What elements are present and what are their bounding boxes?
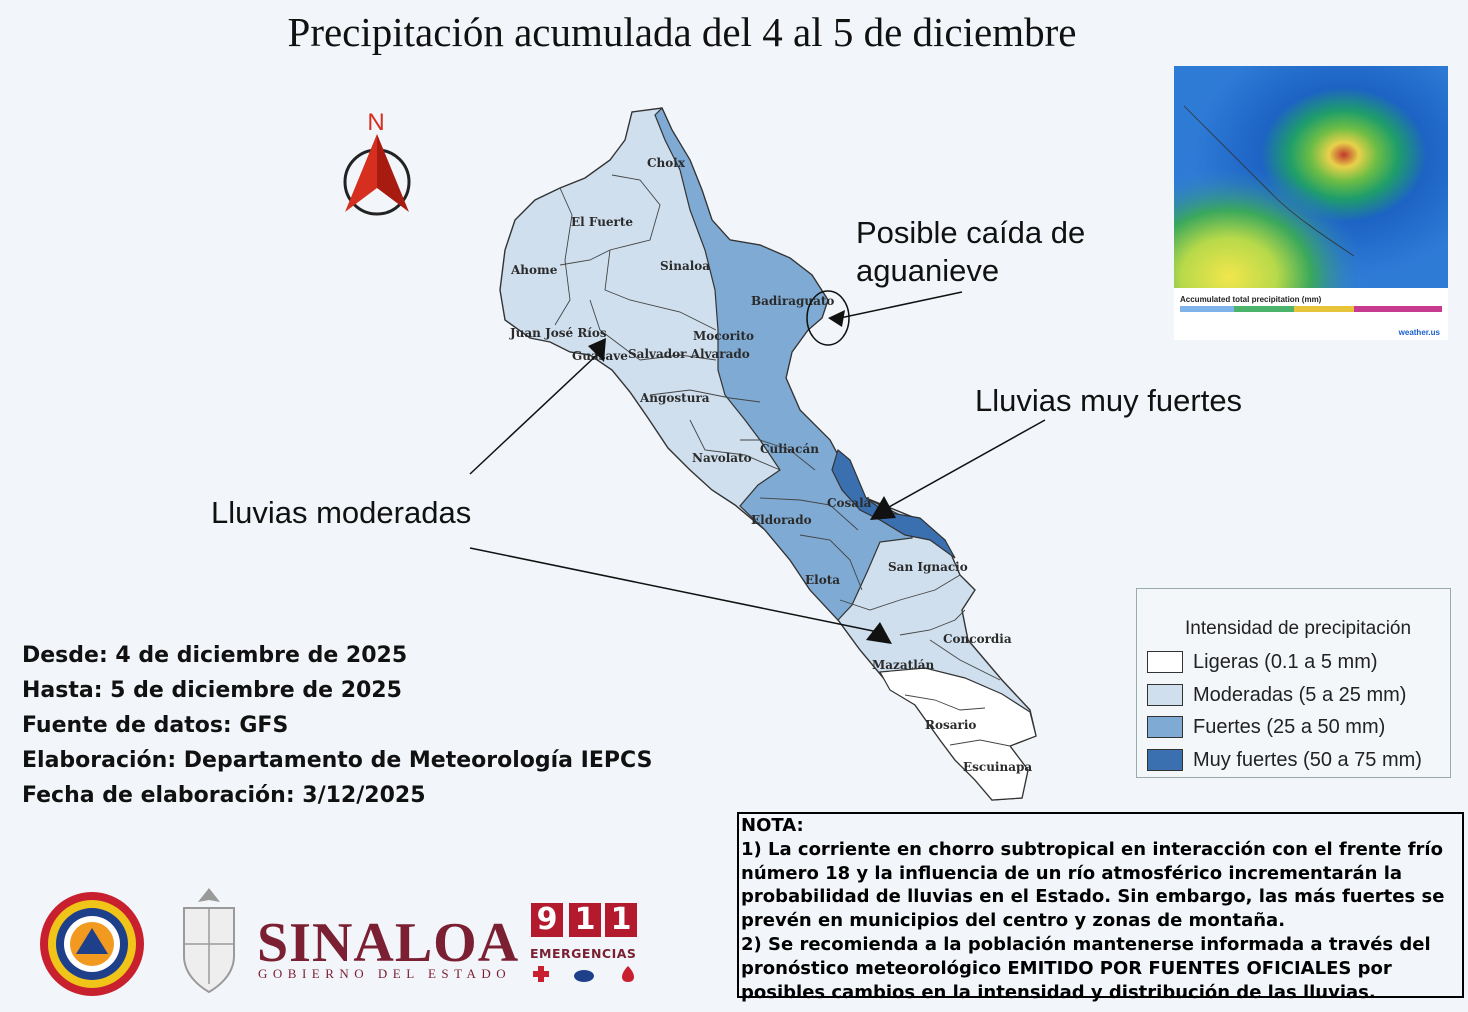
callout-aguanieve-line2: aguanieve (856, 253, 1000, 288)
info-fecha: Fecha de elaboración: 3/12/2025 (22, 783, 426, 808)
fire-icon (622, 966, 634, 982)
label-ahome: Ahome (510, 263, 558, 277)
label-badiraguato: Badiraguato (751, 294, 834, 308)
municipal-borders (554, 174, 1011, 747)
map-title: Precipitación acumulada del 4 al 5 de di… (287, 9, 1077, 55)
inset-brand: weather.us (1398, 328, 1440, 337)
state-coat-of-arms-logo (183, 888, 235, 994)
moderadas-line-2 (469, 547, 879, 633)
note-line: número 18 y la influencia de un río atmo… (741, 862, 1403, 884)
aguanieve-line (839, 291, 963, 319)
label-navolato: Navolato (692, 451, 752, 465)
emergency-service-icons (533, 966, 634, 982)
label-mocorito: Mocorito (693, 329, 754, 343)
legend-swatch-muy-fuertes (1147, 749, 1183, 771)
moderadas-arrowhead-2 (866, 622, 892, 644)
note-line: posibles cambios en la intensidad y dist… (741, 981, 1376, 1003)
label-rosario: Rosario (925, 718, 976, 732)
legend-swatch-fuertes (1147, 716, 1183, 738)
aguanieve-arrowhead (828, 310, 845, 327)
region-muy-fuertes (831, 448, 956, 559)
info-desde: Desde: 4 de diciembre de 2025 (22, 643, 408, 668)
label-juan-jose-rios: Juan José Ríos (509, 326, 607, 340)
region-ligeras (879, 667, 1037, 801)
callout-muy-fuertes: Lluvias muy fuertes (975, 383, 1243, 418)
label-elota: Elota (805, 573, 840, 587)
note-line: 2) Se recomienda a la población mantener… (741, 933, 1431, 955)
label-cosala: Cosalá (827, 496, 872, 510)
callout-moderadas: Lluvias moderadas (211, 495, 472, 530)
sinaloa-wordmark: SINALOA (257, 912, 520, 974)
info-hasta: Hasta: 5 de diciembre de 2025 (22, 678, 402, 703)
callout-aguanieve-line1: Posible caída de (856, 215, 1086, 250)
label-choix: Choix (647, 156, 686, 170)
label-san-ignacio: San Ignacio (888, 560, 968, 574)
legend-label-muy-fuertes: Muy fuertes (50 a 75 mm) (1193, 749, 1422, 771)
note-line: 1) La corriente en chorro subtropical en… (741, 838, 1443, 860)
inset-caption: Accumulated total precipitation (mm) (1180, 295, 1322, 304)
muy-fuertes-arrowhead (870, 496, 896, 520)
legend-label-moderadas: Moderadas (5 a 25 mm) (1193, 684, 1407, 706)
callout-pointers (469, 290, 1046, 644)
moderadas-line-1 (469, 351, 601, 475)
muy-fuertes-line (879, 419, 1046, 513)
legend-title: Intensidad de precipitación (1185, 618, 1412, 639)
inset-precipitation-map: Accumulated total precipitation (mm) wea… (1174, 66, 1448, 340)
callout-aguanieve: Posible caída de aguanieve (856, 214, 1085, 290)
info-fuente: Fuente de datos: GFS (22, 713, 289, 738)
label-sinaloa: Sinaloa (660, 259, 710, 273)
legend: Intensidad de precipitación Ligeras (0.1… (1136, 588, 1451, 778)
note-box: NOTA: 1) La corriente en chorro subtropi… (737, 812, 1464, 1003)
label-concordia: Concordia (943, 632, 1012, 646)
emergency-digit-1b: 1 (605, 903, 637, 937)
note-line: prevén en municipios del centro y zonas … (741, 910, 1286, 932)
north-label: N (367, 109, 384, 136)
inset-map-graphic (1174, 66, 1448, 340)
moderadas-arrowhead-1 (588, 338, 606, 362)
red-cross-icon (533, 966, 549, 982)
emergency-digit-9: 9 (531, 903, 563, 937)
label-el-fuerte: El Fuerte (571, 215, 633, 229)
proteccion-civil-logo (40, 892, 144, 996)
emergencias-label: EMERGENCIAS (530, 946, 637, 961)
aguanieve-circle (806, 290, 850, 346)
gobierno-del-estado-text: GOBIERNO DEL ESTADO (258, 966, 512, 981)
police-cap-icon (574, 970, 594, 982)
note-line: probabilidad de lluvias en el Estado. Si… (741, 886, 1445, 908)
info-block: Desde: 4 de diciembre de 2025 Hasta: 5 d… (22, 638, 652, 813)
note-line: pronóstico meteorológico EMITIDO POR FUE… (741, 957, 1392, 979)
info-elaboracion: Elaboración: Departamento de Meteorologí… (22, 748, 653, 773)
label-culiacan: Culiacán (760, 442, 819, 456)
legend-swatch-moderadas (1147, 684, 1183, 706)
emergency-digit-1a: 1 (569, 903, 601, 937)
label-mazatlan: Mazatlán (872, 658, 935, 672)
label-escuinapa: Escuinapa (963, 760, 1032, 774)
north-arrow-icon: N (343, 109, 411, 216)
label-angostura: Angostura (639, 391, 710, 405)
legend-label-ligeras: Ligeras (0.1 a 5 mm) (1193, 651, 1378, 673)
legend-swatch-ligeras (1147, 651, 1183, 673)
legend-label-fuertes: Fuertes (25 a 50 mm) (1193, 716, 1386, 738)
label-eldorado: Eldorado (751, 513, 812, 527)
note-heading: NOTA: (741, 815, 804, 836)
label-salvador-alvarado: Salvador Alvarado (628, 347, 750, 361)
